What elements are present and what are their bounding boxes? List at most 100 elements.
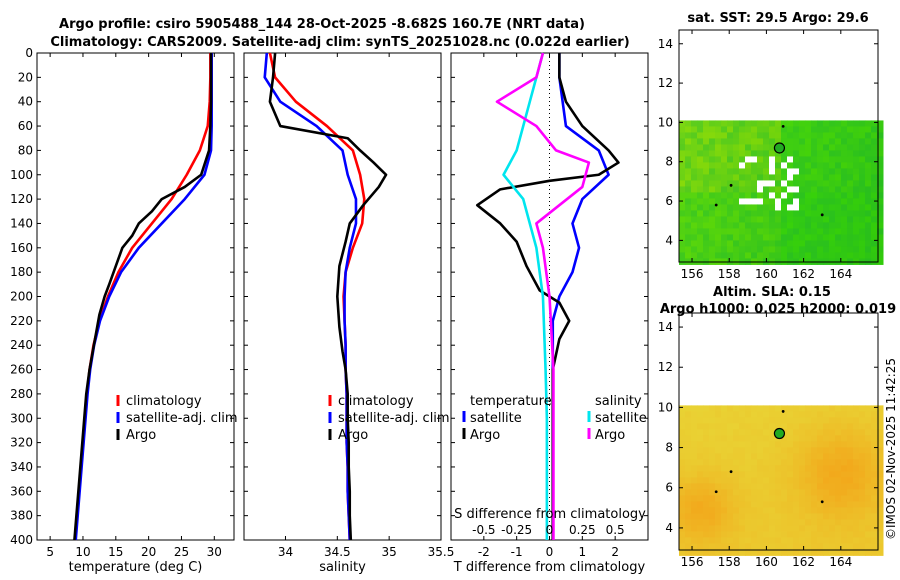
heatmap-cell bbox=[853, 138, 860, 145]
heatmap-cell bbox=[709, 234, 716, 241]
heatmap-cell bbox=[865, 168, 872, 175]
heatmap-cell bbox=[817, 507, 824, 514]
heatmap-cell bbox=[685, 132, 692, 139]
heatmap-cell bbox=[811, 501, 818, 508]
heatmap-cell bbox=[727, 411, 734, 418]
heatmap-cell bbox=[853, 483, 860, 490]
heatmap-cell bbox=[799, 120, 806, 127]
heatmap-cell bbox=[817, 549, 824, 556]
heatmap-cell bbox=[781, 507, 788, 514]
heatmap-cell bbox=[877, 132, 884, 139]
heatmap-cell bbox=[745, 168, 752, 175]
heatmap-cell bbox=[781, 150, 788, 157]
heatmap-cell bbox=[703, 417, 710, 424]
heatmap-cell bbox=[727, 180, 734, 187]
heatmap-cell bbox=[781, 204, 788, 211]
heatmap-cell bbox=[697, 453, 704, 460]
heatmap-cell bbox=[703, 441, 710, 448]
heatmap-cell bbox=[685, 447, 692, 454]
heatmap-cell bbox=[721, 447, 728, 454]
heatmap-cell bbox=[715, 417, 722, 424]
heatmap-cell bbox=[853, 162, 860, 169]
heatmap-cell bbox=[733, 471, 740, 478]
heatmap-cell bbox=[763, 531, 770, 538]
heatmap-cell bbox=[799, 186, 806, 193]
heatmap-cell bbox=[859, 525, 866, 532]
x-tick-label: 30 bbox=[207, 545, 222, 559]
heatmap-cell bbox=[763, 174, 770, 181]
heatmap-cell bbox=[877, 453, 884, 460]
heatmap-cell bbox=[859, 483, 866, 490]
heatmap-cell bbox=[721, 417, 728, 424]
heatmap-cell bbox=[877, 417, 884, 424]
heatmap-cell bbox=[823, 240, 830, 247]
heatmap-cell bbox=[859, 465, 866, 472]
heatmap-cell bbox=[865, 192, 872, 199]
heatmap-cell bbox=[685, 246, 692, 253]
heatmap-cell bbox=[679, 501, 686, 508]
heatmap-cell bbox=[799, 465, 806, 472]
heatmap-cell bbox=[703, 477, 710, 484]
heatmap-cell bbox=[721, 132, 728, 139]
heatmap-cell bbox=[787, 501, 794, 508]
heatmap-cell bbox=[847, 156, 854, 163]
heatmap-cell bbox=[841, 537, 848, 544]
heatmap-cell bbox=[811, 180, 818, 187]
heatmap-cell bbox=[841, 168, 848, 175]
heatmap-cell bbox=[775, 537, 782, 544]
island-dot bbox=[781, 410, 785, 413]
heatmap-cell bbox=[775, 531, 782, 538]
island-dot bbox=[820, 213, 824, 217]
heatmap-cell bbox=[757, 120, 764, 127]
heatmap-cell bbox=[745, 192, 752, 199]
heatmap-cell bbox=[697, 156, 704, 163]
heatmap-cell bbox=[769, 180, 776, 187]
heatmap-cell bbox=[751, 132, 758, 139]
heatmap-cell bbox=[859, 507, 866, 514]
heatmap-cell bbox=[721, 441, 728, 448]
heatmap-cell bbox=[835, 216, 842, 223]
heatmap-cell bbox=[799, 435, 806, 442]
heatmap-cell bbox=[841, 531, 848, 538]
heatmap-cell bbox=[841, 525, 848, 532]
heatmap-cell bbox=[769, 405, 776, 412]
heatmap-cell bbox=[781, 246, 788, 253]
heatmap-cell bbox=[823, 192, 830, 199]
heatmap-cell bbox=[823, 138, 830, 145]
heatmap-cell bbox=[763, 501, 770, 508]
heatmap-cell bbox=[691, 210, 698, 217]
y-tick-label: 200 bbox=[10, 290, 33, 304]
heatmap-cell bbox=[817, 447, 824, 454]
heatmap-cell bbox=[679, 126, 686, 133]
heatmap-cell bbox=[841, 429, 848, 436]
heatmap-cell bbox=[685, 168, 692, 175]
heatmap-cell bbox=[769, 132, 776, 139]
heatmap-cell bbox=[853, 144, 860, 151]
heatmap-cell bbox=[745, 162, 752, 169]
heatmap-cell bbox=[871, 204, 878, 211]
heatmap-cell bbox=[811, 525, 818, 532]
heatmap-cell bbox=[757, 549, 764, 556]
heatmap-cell bbox=[757, 489, 764, 496]
y-tick-label: 60 bbox=[18, 119, 33, 133]
heatmap-cell bbox=[715, 477, 722, 484]
heatmap-cell bbox=[841, 186, 848, 193]
heatmap-cell bbox=[703, 162, 710, 169]
heatmap-cell bbox=[691, 228, 698, 235]
heatmap-cell bbox=[805, 252, 812, 259]
heatmap-cell bbox=[709, 525, 716, 532]
heatmap-cell bbox=[835, 150, 842, 157]
heatmap-cell bbox=[793, 417, 800, 424]
heatmap-cell bbox=[811, 252, 818, 259]
heatmap-cell bbox=[709, 411, 716, 418]
heatmap-cell bbox=[787, 543, 794, 550]
heatmap-cell bbox=[787, 453, 794, 460]
heatmap-cell bbox=[763, 549, 770, 556]
heatmap-cell bbox=[751, 447, 758, 454]
heatmap-cell bbox=[829, 507, 836, 514]
heatmap-cell bbox=[877, 192, 884, 199]
s-diff-tick-label: -0.25 bbox=[501, 523, 532, 537]
heatmap-cell bbox=[835, 252, 842, 259]
x-tick-label: 162 bbox=[792, 267, 815, 281]
heatmap-cell bbox=[871, 495, 878, 502]
